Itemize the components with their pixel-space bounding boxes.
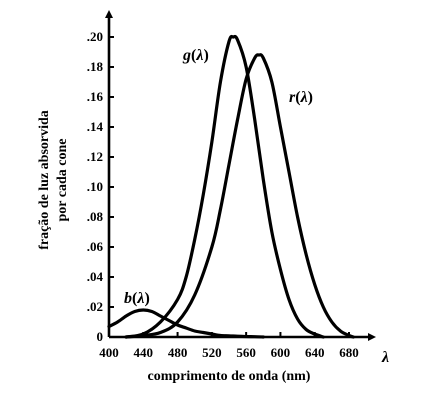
y-tick-label: .16 — [87, 89, 104, 104]
x-tick-label: 560 — [236, 345, 256, 360]
series-label-b-arg: λ — [136, 290, 144, 307]
x-tick-label: 520 — [202, 345, 222, 360]
series-label-r-main: r — [289, 89, 296, 106]
x-tick-label: 640 — [305, 345, 325, 360]
y-tick-label: .18 — [87, 59, 104, 74]
y-axis-title-line1: fração de luz absorvida — [37, 110, 52, 250]
y-tick-label: .06 — [87, 239, 104, 254]
x-tick-label: 480 — [168, 345, 188, 360]
y-tick-label: .10 — [87, 179, 103, 194]
series-label-g: g(λ) — [182, 47, 209, 64]
x-axis-title: comprimento de onda (nm) — [148, 369, 311, 384]
series-layer — [107, 34, 355, 339]
y-tick-label: .20 — [87, 29, 103, 44]
x-tick-label: 400 — [99, 345, 119, 360]
series-label-b: b(λ) — [124, 290, 150, 307]
series-label-b-main: b — [124, 290, 132, 307]
series-label-r-arg: λ — [300, 89, 308, 106]
x-axis-symbol: λ — [381, 349, 389, 366]
y-tick-label: .14 — [87, 119, 104, 134]
series-line-g — [124, 34, 325, 339]
x-axis-ticks: 400 440 480 520 560 600 640 680 — [99, 332, 359, 360]
series-label-g-arg: λ — [195, 47, 203, 64]
y-tick-label: .04 — [87, 269, 104, 284]
x-tick-label: 440 — [134, 345, 154, 360]
y-axis-ticks: 0 .02 .04 .06 .08 .10 .12 .14 .16 .18 .20 — [87, 29, 114, 344]
x-tick-label: 680 — [339, 345, 359, 360]
y-tick-label: 0 — [97, 329, 104, 344]
series-line-b — [107, 308, 265, 339]
x-tick-label: 600 — [271, 345, 291, 360]
y-axis-title-line2: por cada cone — [55, 139, 70, 222]
y-tick-label: .08 — [87, 209, 104, 224]
y-tick-label: .02 — [87, 299, 103, 314]
series-label-r: r(λ) — [289, 89, 313, 106]
series-line-r — [124, 53, 355, 339]
series-label-g-main: g — [182, 47, 191, 64]
y-tick-label: .12 — [87, 149, 103, 164]
